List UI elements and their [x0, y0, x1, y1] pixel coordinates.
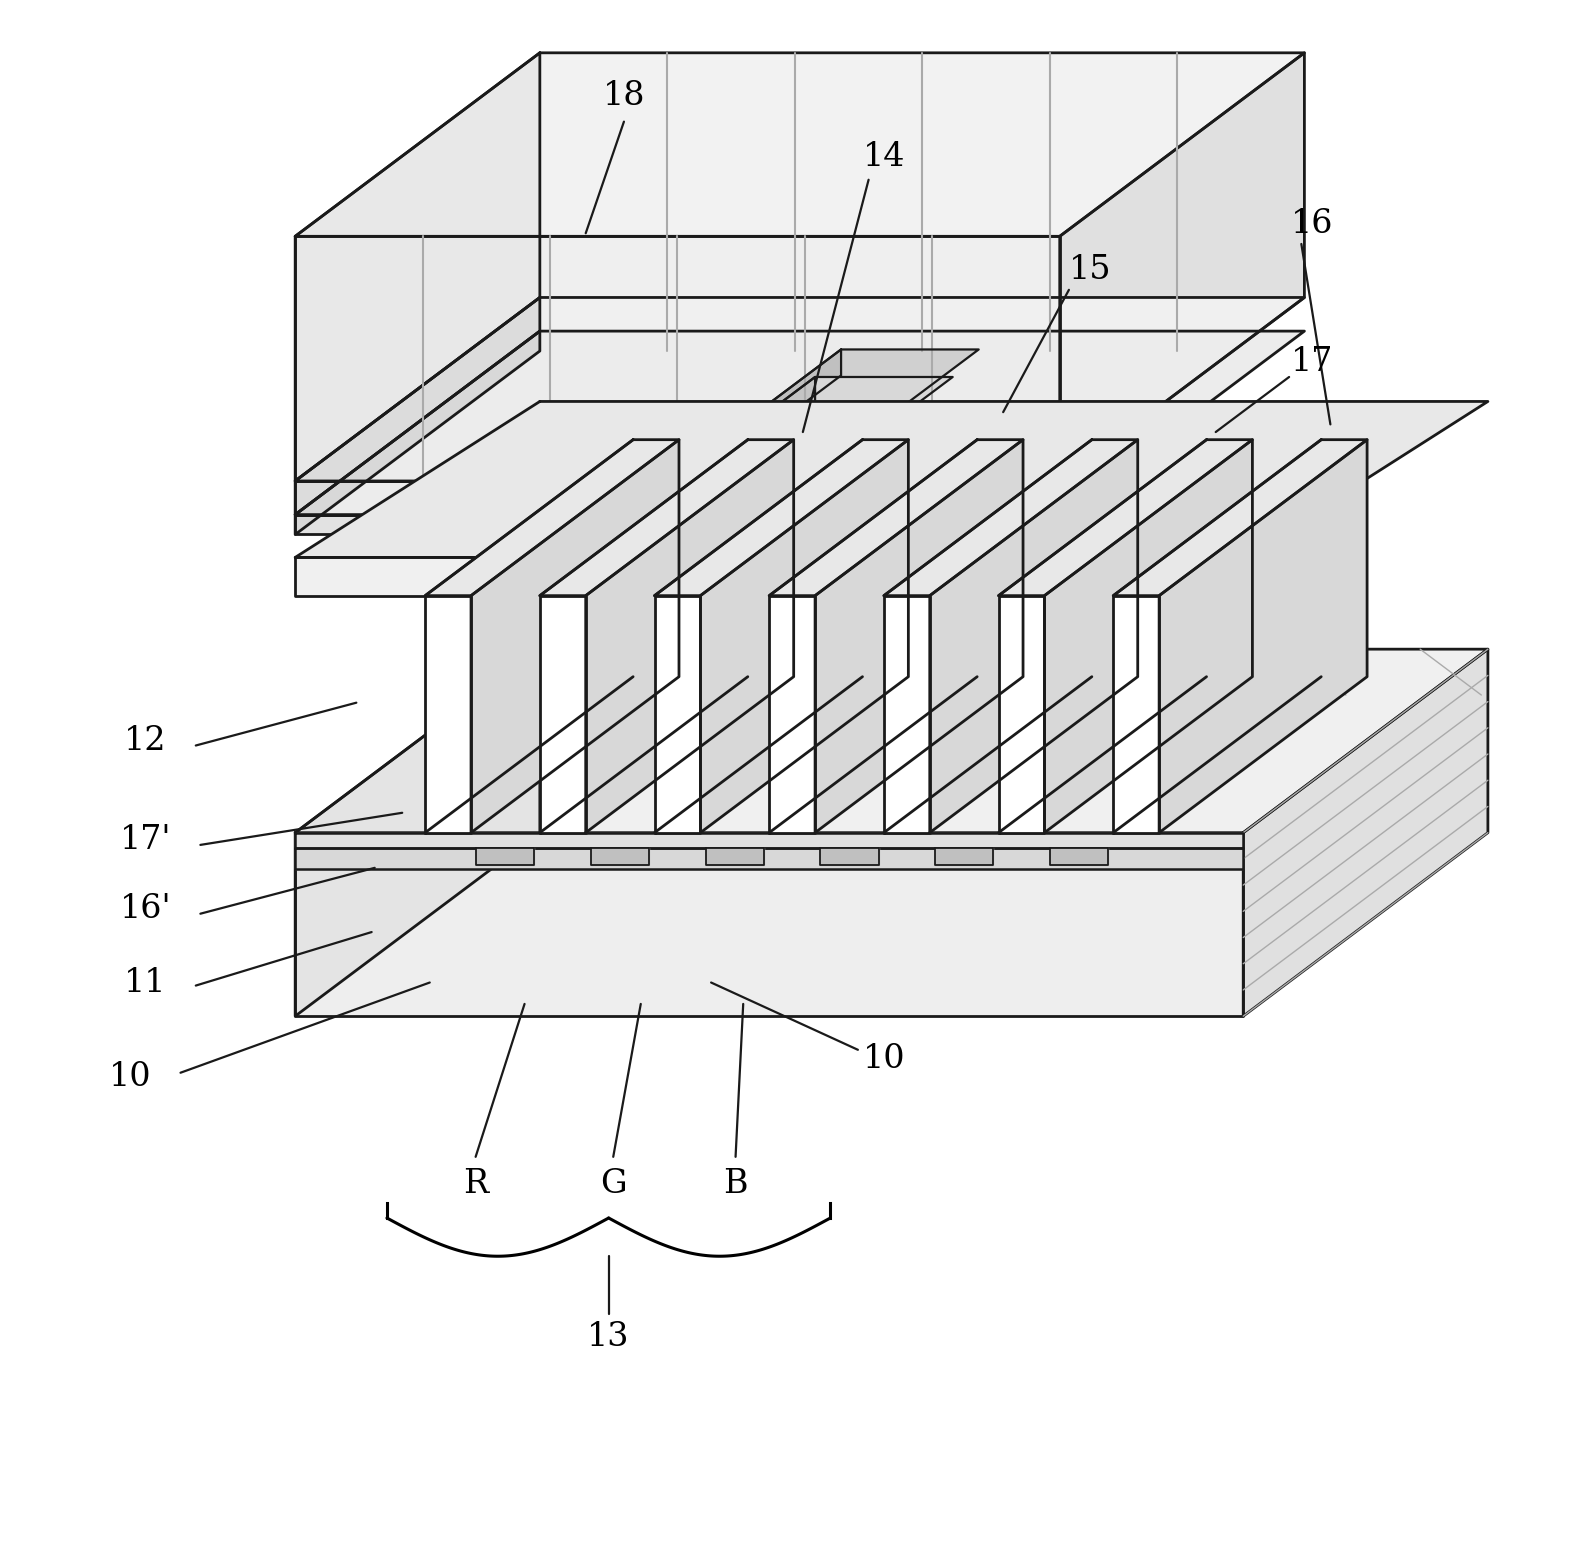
Polygon shape [654, 596, 700, 833]
Polygon shape [930, 440, 1138, 833]
Polygon shape [295, 236, 1059, 481]
Text: 16: 16 [1291, 208, 1334, 241]
Text: 11: 11 [124, 966, 166, 998]
Polygon shape [585, 440, 794, 833]
Polygon shape [704, 376, 952, 460]
Polygon shape [769, 440, 1023, 596]
Polygon shape [769, 596, 814, 833]
Polygon shape [295, 332, 540, 534]
Polygon shape [295, 515, 1059, 534]
Text: 16': 16' [119, 893, 171, 926]
Text: 13: 13 [587, 1321, 629, 1353]
Polygon shape [1114, 596, 1159, 833]
Polygon shape [704, 460, 843, 485]
Polygon shape [295, 833, 1243, 849]
Text: 10: 10 [108, 1062, 151, 1094]
Polygon shape [295, 650, 1487, 833]
Polygon shape [471, 440, 679, 833]
Polygon shape [883, 440, 1138, 596]
Polygon shape [1059, 52, 1304, 481]
Text: 10: 10 [863, 1043, 905, 1075]
Polygon shape [540, 596, 585, 833]
Polygon shape [295, 833, 1243, 1017]
Polygon shape [295, 481, 1059, 515]
Polygon shape [706, 849, 764, 864]
Polygon shape [814, 440, 1023, 833]
Polygon shape [295, 849, 1243, 869]
Polygon shape [1059, 474, 1365, 497]
Polygon shape [295, 650, 540, 1017]
Polygon shape [821, 849, 879, 864]
Text: 17': 17' [119, 824, 171, 856]
Polygon shape [295, 298, 1304, 481]
Polygon shape [592, 849, 650, 864]
Polygon shape [998, 596, 1045, 833]
Text: 12: 12 [124, 725, 166, 758]
Polygon shape [700, 440, 908, 833]
Polygon shape [731, 349, 979, 432]
Text: G: G [599, 1168, 626, 1200]
Text: 17: 17 [1291, 346, 1334, 378]
Text: 18: 18 [602, 80, 645, 111]
Polygon shape [477, 849, 535, 864]
Polygon shape [295, 298, 540, 515]
Text: B: B [723, 1168, 748, 1200]
Polygon shape [295, 52, 1304, 236]
Polygon shape [295, 52, 540, 481]
Polygon shape [1059, 427, 1426, 474]
Text: R: R [463, 1168, 488, 1200]
Polygon shape [883, 596, 930, 833]
Polygon shape [1243, 650, 1487, 1017]
Polygon shape [1159, 440, 1367, 833]
Polygon shape [935, 849, 993, 864]
Polygon shape [425, 596, 471, 833]
Polygon shape [998, 440, 1252, 596]
Polygon shape [731, 349, 841, 458]
Polygon shape [295, 332, 1304, 515]
Polygon shape [295, 401, 1487, 557]
Polygon shape [1045, 440, 1252, 833]
Polygon shape [704, 376, 814, 485]
Polygon shape [1114, 440, 1367, 596]
Polygon shape [654, 440, 908, 596]
Text: 15: 15 [1068, 255, 1111, 285]
Text: 14: 14 [863, 140, 905, 173]
Polygon shape [731, 432, 869, 458]
Polygon shape [1050, 849, 1108, 864]
Polygon shape [425, 440, 679, 596]
Polygon shape [540, 440, 794, 596]
Polygon shape [295, 557, 1243, 596]
